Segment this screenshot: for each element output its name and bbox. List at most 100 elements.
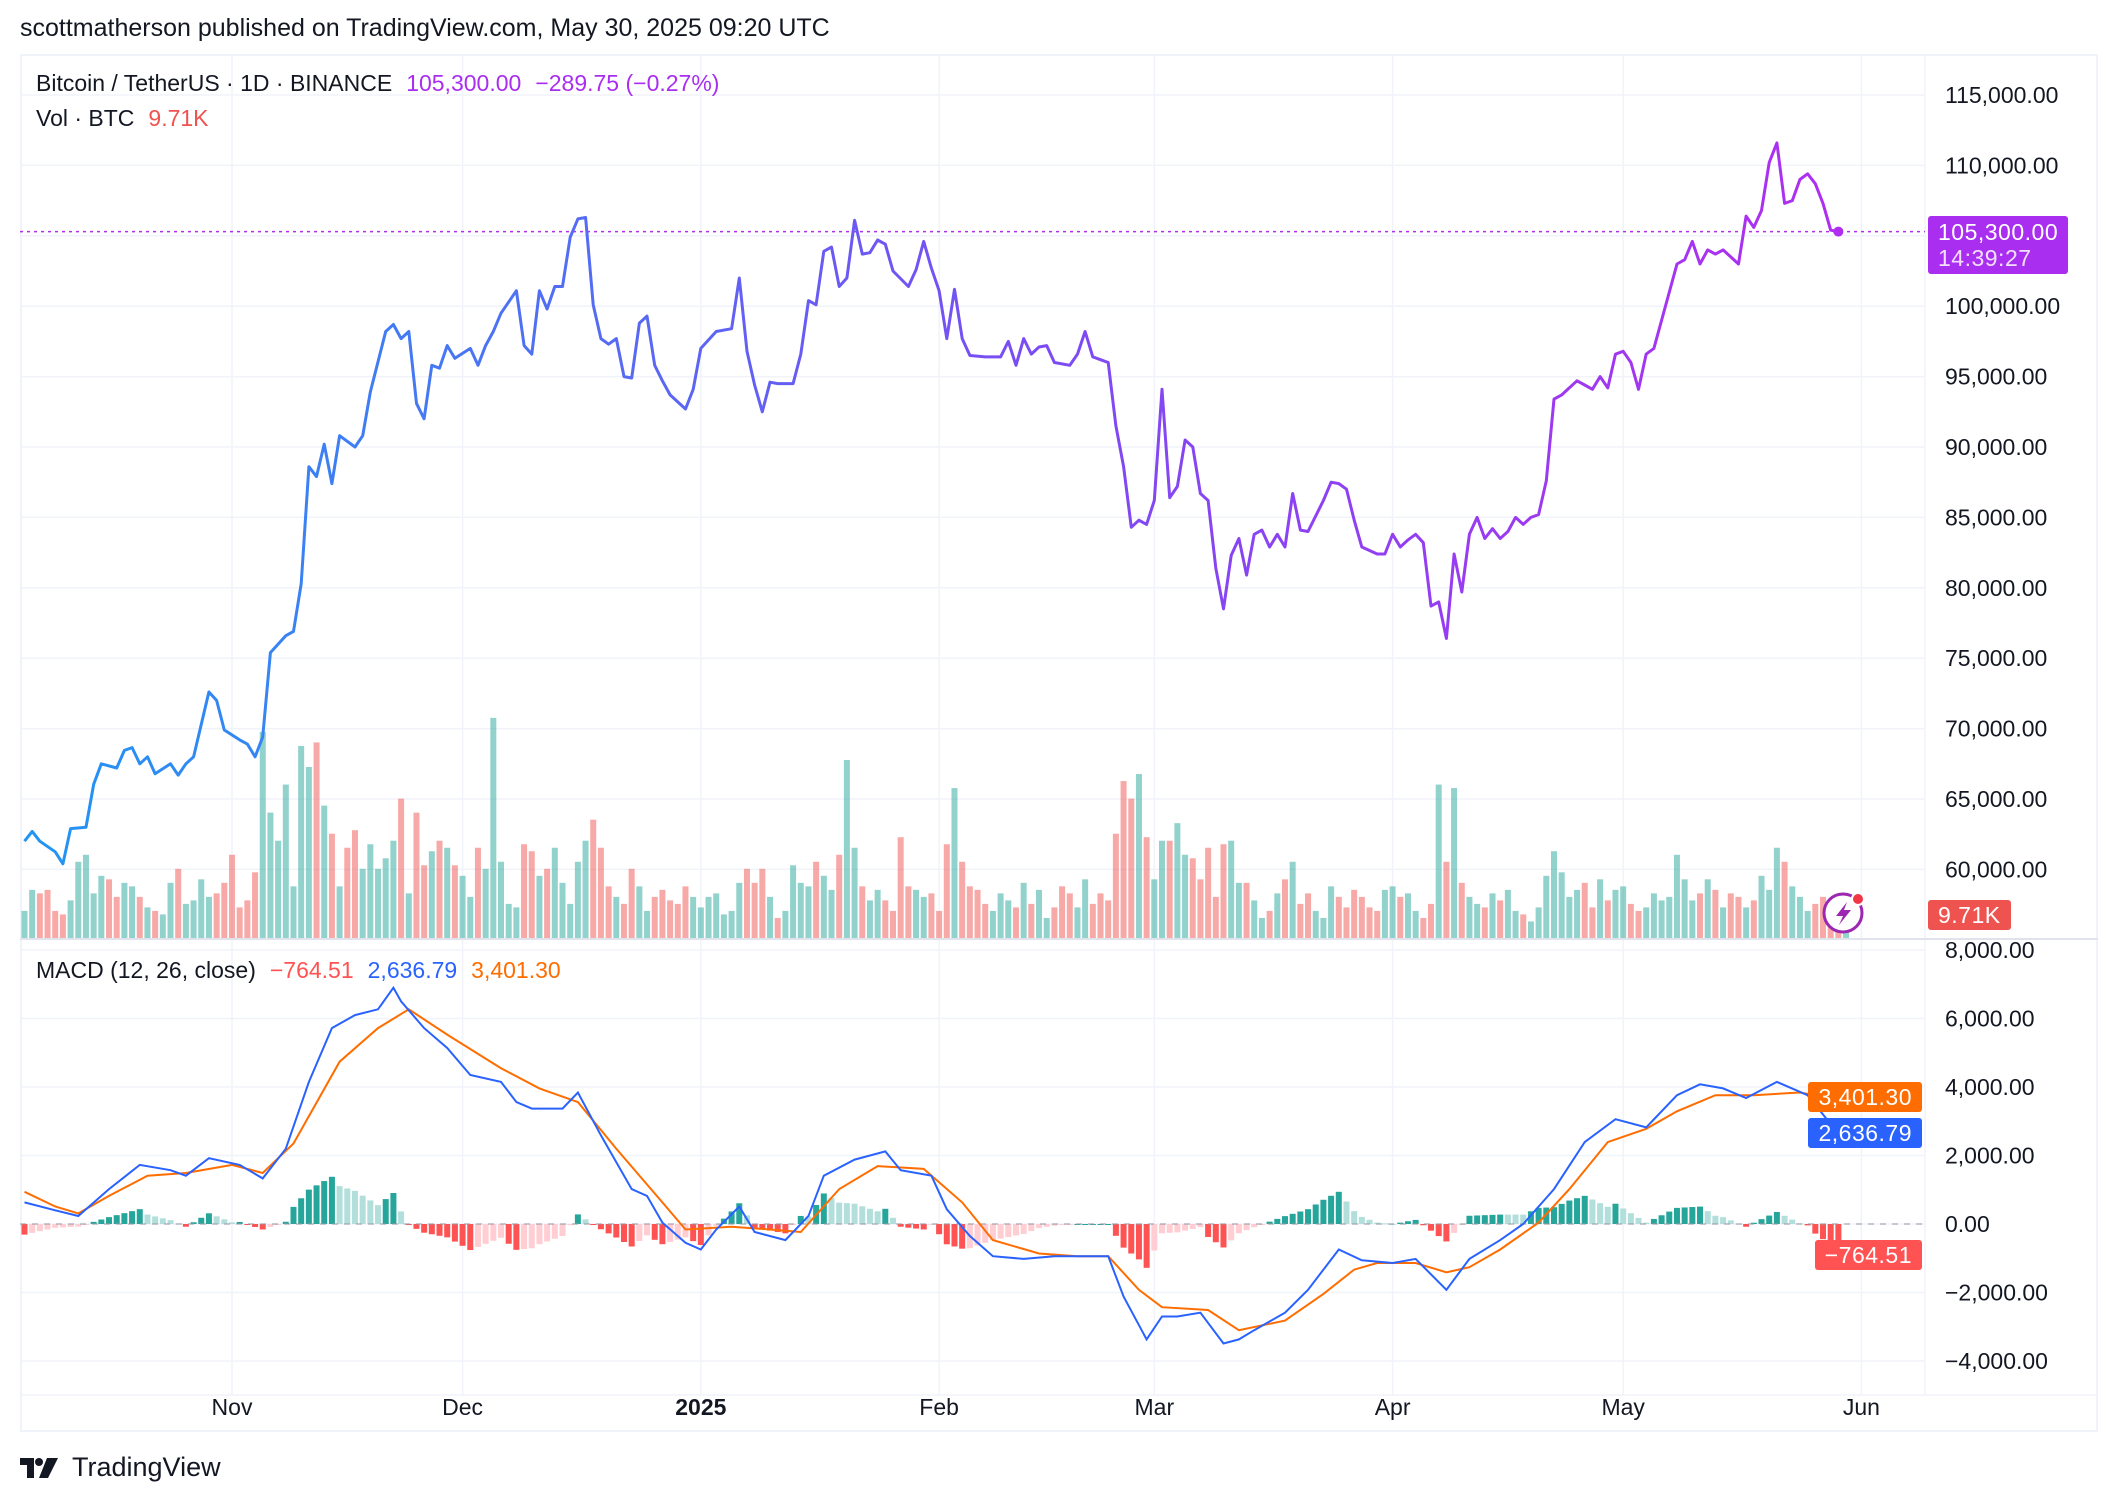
histogram-bar [213,1216,220,1224]
volume-bar [444,847,451,939]
histogram-bar [1743,1224,1750,1227]
price-change: −289.75 (−0.27%) [535,70,720,96]
volume-bar [1243,882,1250,939]
volume-bar [290,886,297,939]
signal-line [24,1008,1839,1332]
volume-bar [997,893,1004,939]
histogram-bar [1159,1224,1166,1234]
histogram-bar [774,1224,781,1232]
histogram-bar [1197,1224,1204,1228]
histogram-bar [567,1224,574,1226]
volume-bar [782,910,789,939]
bar-countdown: 14:39:27 [1938,245,2032,271]
histogram-bar [1305,1209,1312,1224]
histogram-bar [1374,1222,1381,1224]
histogram-bar [1681,1207,1688,1224]
volume-bar [1720,907,1727,939]
time-tick-label: Apr [1375,1394,1411,1420]
volume-bar [152,910,159,939]
volume-title: Vol · BTC [36,105,135,131]
histogram-bar [782,1224,789,1234]
volume-bar [889,910,896,939]
volume-bar [620,903,627,939]
volume-bar [1512,910,1519,939]
volume-bar [129,886,136,939]
histogram-bar [636,1224,643,1241]
histogram-bar [797,1215,804,1224]
histogram-bar [1773,1212,1780,1224]
volume-bar [490,717,497,939]
histogram-bar [997,1224,1004,1239]
histogram-bar [1128,1224,1135,1254]
histogram-bar [1036,1224,1043,1229]
histogram-bar [851,1203,858,1224]
histogram-bar [613,1224,620,1238]
histogram-bar [1581,1195,1588,1224]
volume-bar [1650,893,1657,939]
volume-bar [375,868,382,939]
time-tick-label: May [1601,1394,1645,1420]
volume-bar [597,847,604,939]
histogram-bar [605,1224,612,1234]
histogram-bar [859,1206,866,1224]
volume-bar [1112,833,1119,939]
macd-tick-label: 2,000.00 [1945,1143,2035,1169]
volume-bar [121,882,128,939]
histogram-bar [1412,1219,1419,1224]
volume-bar [1266,910,1273,939]
volume-bar [1497,900,1504,939]
volume-bar [1812,903,1819,939]
volume-bar [336,886,343,939]
volume-bar [1143,837,1150,939]
volume-bar [951,788,958,939]
tradingview-logo[interactable]: TradingView [20,1452,221,1483]
histogram-bar [482,1224,489,1244]
histogram-bar [1005,1224,1012,1238]
histogram-bar [1082,1224,1089,1225]
volume-bar [382,858,389,939]
histogram-bar [1481,1215,1488,1224]
volume-bar [1020,882,1027,939]
volume-bar [1281,879,1288,939]
lightning-icon[interactable] [1822,892,1865,934]
volume-bar [252,872,259,939]
volume-bar [1151,879,1158,939]
volume-bar [1089,903,1096,939]
histogram-bar [1758,1219,1765,1224]
volume-bar [1389,886,1396,939]
symbol-legend[interactable]: Bitcoin / TetherUS · 1D · BINANCE 105,300… [36,70,727,97]
histogram-bar [644,1224,651,1236]
volume-bar [1420,917,1427,939]
macd-legend[interactable]: MACD (12, 26, close) −764.51 2,636.79 3,401… [36,957,569,984]
volume-bar [1620,886,1627,939]
histogram-bar [1504,1214,1511,1224]
volume-bar [982,903,989,939]
volume-bar [321,805,328,939]
histogram-bar [144,1214,151,1224]
volume-bar [797,882,804,939]
volume-bar [636,886,643,939]
histogram-bar [805,1216,812,1224]
histogram-bar [574,1214,581,1224]
macd-badge: 2,636.79 [1808,1118,1922,1148]
histogram-bar [1381,1223,1388,1225]
histogram-bar [767,1224,774,1231]
volume-bar [1543,875,1550,939]
histogram-bar [498,1224,505,1238]
last-price-badge: 105,300.00 14:39:27 [1928,216,2069,274]
volume-legend[interactable]: Vol · BTC 9.71K [36,105,217,132]
volume-bar [482,868,489,939]
time-tick-label: Feb [919,1394,959,1420]
histogram-bar [305,1189,312,1224]
volume-bar [82,854,89,939]
histogram-bar [321,1181,328,1224]
volume-bar [1036,889,1043,939]
histogram-bar [1620,1208,1627,1224]
volume-bar [836,854,843,939]
histogram-bar [1497,1214,1504,1224]
histogram-bar [129,1211,136,1224]
histogram-bar [1727,1220,1734,1224]
volume-bar [1820,896,1827,939]
volume-bar [659,889,666,939]
